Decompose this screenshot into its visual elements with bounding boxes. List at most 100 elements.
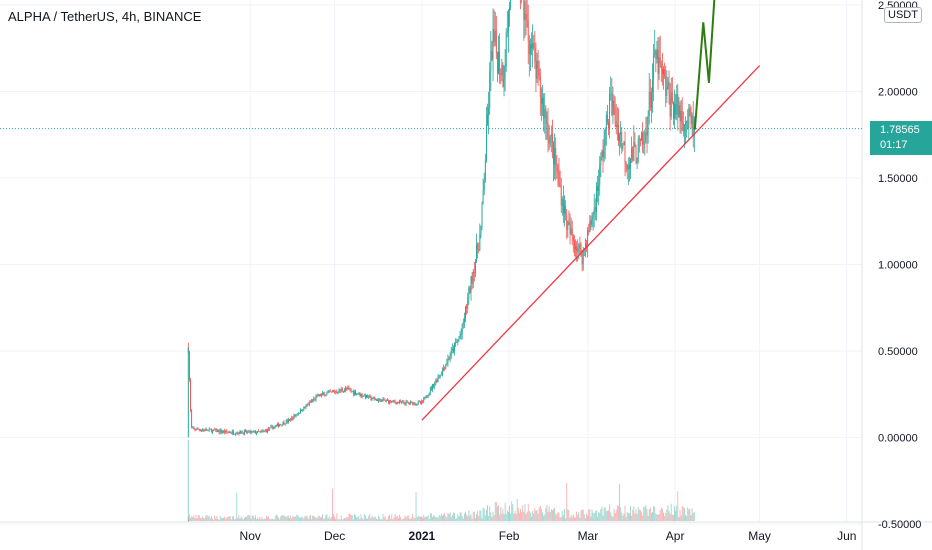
candle-body [400,401,402,403]
volume-bar [301,516,303,521]
volume-bar [448,514,450,521]
volume-bar [580,510,582,521]
volume-bar [676,505,678,521]
candle-body [659,57,661,64]
volume-bar [272,519,274,521]
price-axis[interactable]: 5.000004.500004.000003.500003.000002.500… [878,0,921,531]
volume-bar [691,508,693,521]
candle-body [655,50,657,59]
candle-body [358,392,360,394]
volume-bar [461,516,463,521]
candle-body [334,391,336,393]
volume-bar [595,510,597,521]
volume-bar [531,516,532,521]
candle-body [459,336,461,338]
volume-bar [408,518,410,521]
volume-bar [608,510,609,521]
volume-bar [590,516,592,521]
volume-bar [479,510,481,521]
volume-bar [224,516,226,521]
candle-body [664,69,666,77]
volume-bar [375,518,377,521]
volume-bar [443,514,444,521]
candle-body [657,49,659,74]
candle-body [540,96,542,104]
quote-currency-badge[interactable]: USDT [884,7,922,23]
volume-bar [434,516,436,521]
volume-bar [488,516,490,521]
candle-body [445,364,447,369]
volume-bar [505,513,507,521]
candle-body [375,399,377,401]
volume-bar [289,517,290,521]
volume-bar [389,514,391,521]
volume-bar [465,511,466,521]
volume-bar [468,510,470,521]
volume-bar [638,509,640,521]
volume-bar [308,516,310,521]
volume-bar [313,515,315,521]
volume-bar [351,514,353,521]
time-axis[interactable]: Nov Dec 2021 Feb Mar Apr May Jun [240,529,857,543]
volume-bar [327,518,329,521]
volume-bar [212,518,213,521]
candle-body [381,399,383,402]
candle-body [224,430,226,433]
candle-body [228,432,230,433]
candle-body [329,391,331,393]
candle-body [430,387,432,390]
candle-body [307,404,309,406]
volume-bar [599,512,601,521]
candle-body [498,51,499,74]
volume-bar [285,517,287,521]
volume-bar [274,516,276,521]
candle-body [458,337,460,341]
candle-body [526,14,528,21]
volume-bar [410,518,411,521]
volume-bar [469,515,471,521]
volume-bar [318,515,320,521]
volume-bar [456,518,458,521]
volume-bar [300,517,301,521]
volume-bar [199,517,201,521]
volume-bar [613,508,615,521]
candle-body [627,165,629,170]
candle-body [537,60,539,69]
volume-bar [451,514,453,521]
volume-bar [491,516,493,521]
volume-bar [692,513,694,521]
candle-body [279,424,281,427]
candle-body [303,406,305,411]
volume-bar [361,517,363,521]
candle-body [562,199,564,214]
candle-body [245,430,246,432]
candle-body [278,423,279,427]
candle-body [412,401,414,405]
candle-body [477,244,479,250]
candle-body [539,76,541,97]
candle-body [487,115,488,125]
candle-body [195,429,197,431]
volume-bar [263,518,265,521]
candle-body [450,350,452,357]
volume-bar [297,516,299,521]
volume-bar [471,518,473,521]
candle-body [604,130,606,146]
volume-bar [190,518,191,521]
volume-bar [241,517,243,521]
volume-bar [534,508,536,521]
volume-bar [422,517,424,521]
candle-body [533,42,535,49]
volume-bar [261,516,263,521]
candle-body [347,388,349,390]
candle-body [392,400,394,402]
candle-body [472,271,474,284]
volume-bar [366,518,367,521]
candle-body [432,384,433,390]
candle-body [692,115,694,137]
volume-bar [309,514,311,521]
volume-bar [392,519,394,521]
candle-body [426,396,428,398]
volume-bar [512,504,514,521]
